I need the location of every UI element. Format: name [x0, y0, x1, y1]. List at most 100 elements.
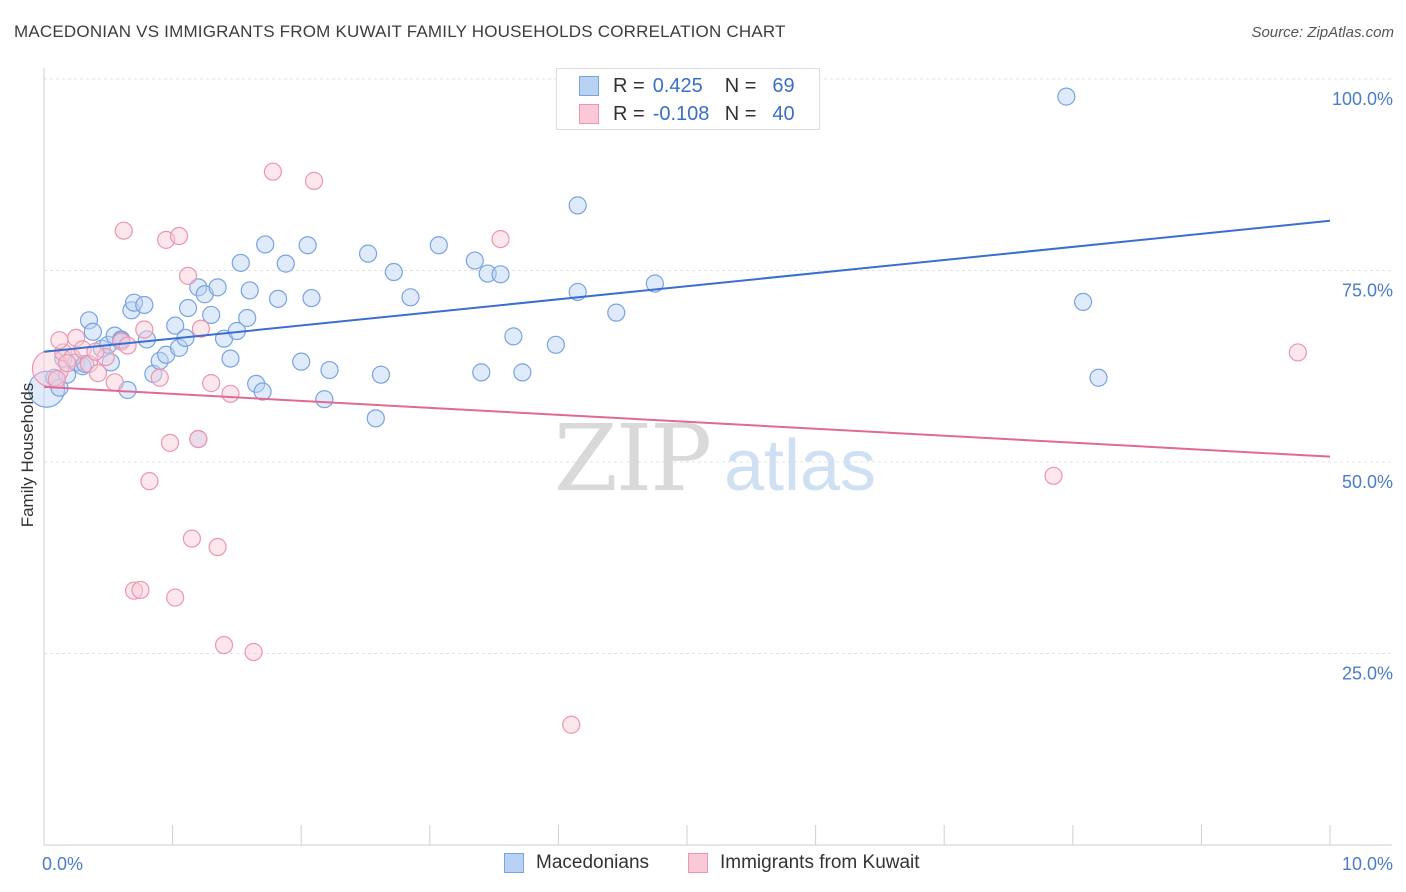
- macedonians-point: [202, 305, 221, 325]
- watermark-atlas: atlas: [724, 426, 876, 506]
- macedonians-point: [169, 338, 189, 357]
- macedonians-point: [429, 236, 448, 255]
- macedonians-swatch: [504, 853, 524, 873]
- kuwait-point: [182, 529, 201, 548]
- macedonians-point: [101, 353, 120, 372]
- kuwait-swatch: [688, 853, 708, 873]
- kuwait-point: [47, 370, 66, 389]
- kuwait-point: [189, 429, 208, 449]
- y-tick-label: 75.0%: [1342, 281, 1393, 301]
- macedonians-point: [513, 363, 532, 382]
- macedonians-trend-line: [43, 219, 1331, 353]
- kuwait-point: [244, 642, 263, 662]
- kuwait-point: [1288, 343, 1307, 362]
- macedonians-point: [135, 295, 154, 315]
- y-tick-label: 50.0%: [1342, 472, 1393, 492]
- macedonians-point: [166, 316, 185, 335]
- macedonians-point: [83, 322, 102, 341]
- macedonians-point: [491, 265, 510, 284]
- y-tick-label: 100.0%: [1332, 89, 1393, 109]
- trend-lines: [43, 219, 1331, 458]
- macedonians-point: [253, 382, 272, 401]
- x-tick-label: 0.0%: [42, 854, 83, 874]
- macedonians-point: [401, 288, 420, 307]
- legend-label: Immigrants from Kuwait: [720, 852, 920, 873]
- legend-row-macedonians: R = 0.425 N = 69: [579, 72, 795, 100]
- kuwait-point: [169, 226, 189, 246]
- macedonians-point: [292, 352, 311, 371]
- data-points: [27, 87, 1307, 734]
- macedonians-point: [568, 196, 587, 215]
- kuwait-point: [178, 266, 198, 285]
- chart-title: MACEDONIAN VS IMMIGRANTS FROM KUWAIT FAM…: [14, 22, 786, 41]
- kuwait-point: [191, 319, 210, 338]
- n-value: 40: [772, 102, 795, 125]
- gridlines: [44, 78, 1392, 654]
- n-label: N =: [724, 102, 757, 125]
- n-value: 69: [772, 74, 795, 97]
- macedonians-point: [358, 244, 378, 263]
- r-label: R =: [613, 102, 645, 125]
- kuwait-point: [124, 581, 144, 600]
- macedonians-point: [298, 236, 317, 255]
- kuwait-point: [58, 354, 77, 373]
- kuwait-point: [214, 635, 234, 655]
- macedonians-point: [645, 274, 664, 293]
- macedonians-point: [371, 365, 391, 384]
- kuwait-point: [221, 384, 240, 403]
- macedonians-point: [478, 264, 497, 283]
- macedonians-point: [221, 349, 240, 368]
- kuwait-point: [263, 162, 283, 181]
- axes: [43, 68, 1392, 846]
- watermark-zip: ZIP: [554, 405, 710, 512]
- kuwait-trend-line: [43, 385, 1331, 458]
- kuwait-point: [105, 373, 124, 392]
- kuwait-point: [491, 229, 510, 249]
- macedonians-point: [238, 308, 257, 328]
- n-label: N =: [724, 74, 757, 97]
- correlation-legend: R = 0.425 N = 69 R = -0.108 N = 40: [556, 68, 820, 130]
- kuwait-point: [140, 472, 159, 491]
- legend-row-kuwait: R = -0.108 N = 40: [579, 100, 795, 128]
- macedonians-point: [302, 288, 321, 308]
- macedonians-point: [208, 278, 227, 297]
- kuwait-point: [562, 715, 581, 734]
- macedonians-point: [79, 311, 99, 330]
- kuwait-point: [202, 374, 221, 393]
- macedonians-point: [276, 254, 295, 273]
- legend-item-kuwait[interactable]: Immigrants from Kuwait: [688, 852, 920, 874]
- kuwait-point: [88, 364, 108, 383]
- kuwait-point: [150, 368, 169, 387]
- kuwait-point: [1044, 466, 1063, 485]
- macedonians-point: [231, 253, 250, 272]
- macedonians-point: [320, 360, 339, 380]
- macedonians-point: [384, 262, 403, 282]
- kuwait-point: [118, 336, 137, 355]
- macedonians-point: [465, 251, 484, 270]
- macedonians-point: [472, 363, 491, 382]
- kuwait-point: [50, 331, 69, 350]
- r-label: R =: [613, 74, 645, 97]
- legend-item-macedonians[interactable]: Macedonians: [504, 852, 649, 874]
- kuwait-point: [304, 171, 324, 190]
- source-label: Source: ZipAtlas.com: [1251, 24, 1394, 41]
- series-legend: Macedonians Immigrants from Kuwait: [0, 852, 1406, 878]
- tick-labels: 25.0% 50.0% 75.0% 100.0% 0.0% 10.0% Family Hou…: [18, 89, 1393, 874]
- kuwait-point: [96, 347, 115, 367]
- y-axis-label: Family Households: [18, 383, 37, 528]
- macedonians-point: [240, 281, 259, 300]
- macedonians-point: [546, 335, 565, 354]
- macedonians-point: [268, 289, 288, 308]
- macedonians-point: [1057, 87, 1076, 106]
- x-tick-label: 10.0%: [1342, 854, 1393, 874]
- kuwait-point: [208, 537, 227, 557]
- y-tick-label: 25.0%: [1342, 664, 1393, 684]
- watermark: ZIP atlas: [554, 405, 876, 512]
- r-value: -0.108: [652, 102, 710, 125]
- kuwait-point: [135, 320, 154, 339]
- macedonians-swatch: [579, 76, 599, 96]
- macedonians-point: [607, 303, 626, 322]
- kuwait-swatch: [579, 104, 599, 124]
- kuwait-point: [160, 433, 180, 452]
